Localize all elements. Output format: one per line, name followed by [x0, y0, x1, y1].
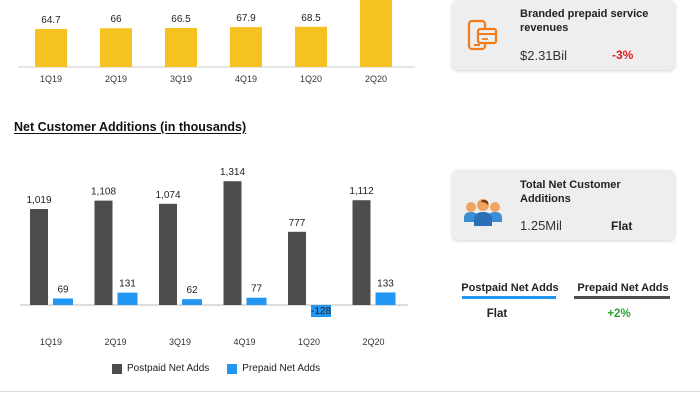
branded-card-title: Branded prepaid service revenues [520, 8, 649, 34]
postpaid-tab-underline [462, 296, 556, 299]
legend-item-postpaid: Postpaid Net Adds [112, 363, 209, 374]
legend-item-prepaid: Prepaid Net Adds [227, 363, 320, 374]
postpaid-bar-1q19 [30, 209, 48, 305]
postpaid-bar-4q19 [223, 181, 242, 305]
tick-label-4q19: 4Q19 [235, 74, 257, 84]
legend-label-postpaid: Postpaid Net Adds [127, 363, 210, 374]
prepaid-bar-1q19 [53, 298, 73, 305]
prepaid-label-3q19: 62 [186, 285, 198, 296]
top-revenue-bar-chart: 64.7 1Q19 66 2Q19 66.5 3Q19 67.9 4Q19 68.5 1Q20 2Q… [18, 0, 415, 84]
branded-card-change: -3% [612, 48, 634, 62]
total-net-card-title: Total Net Customer Additions [520, 179, 621, 205]
tick-label-3q19: 3Q19 [169, 337, 191, 347]
bar-label-1q20: 68.5 [301, 13, 321, 24]
tick-label-1q20: 1Q20 [300, 74, 322, 84]
postpaid-bar-2q20 [352, 200, 371, 305]
prepaid-bar-2q19 [117, 292, 138, 305]
bar-2q19 [100, 28, 132, 67]
postpaid-net-adds-tab[interactable]: Postpaid Net Adds [461, 282, 559, 294]
branded-card-value: $2.31Bil [520, 48, 567, 63]
postpaid-bar-3q19 [159, 203, 177, 305]
legend-label-prepaid: Prepaid Net Adds [242, 363, 321, 374]
prepaid-label-4q19: 77 [251, 284, 263, 295]
total-net-card-value: 1.25Mil [520, 218, 562, 233]
branded-revenue-card: Branded prepaid service revenues $2.31Bi… [452, 0, 675, 70]
total-net-additions-card: Total Net Customer Additions 1.25Mil Fla… [452, 170, 675, 240]
bar-1q20 [295, 26, 327, 68]
tick-label-4q19: 4Q19 [233, 337, 255, 347]
bar-1q19 [35, 29, 67, 67]
prepaid-bar-4q19 [246, 297, 267, 305]
bar-label-1q19: 64.7 [41, 15, 61, 26]
net-customer-additions-chart: 1,019 69 1Q19 1,108 131 2Q19 1,074 62 3Q19 1,314 7… [20, 167, 408, 347]
postpaid-change-value: Flat [486, 308, 508, 320]
prepaid-bar-1q20 [311, 305, 331, 318]
postpaid-label-2q19: 1,108 [91, 187, 116, 198]
prepaid-bar-2q20 [375, 292, 396, 305]
bar-4q19 [230, 27, 262, 67]
bar-label-4q19: 67.9 [236, 13, 256, 24]
postpaid-bar-1q20 [288, 231, 306, 305]
postpaid-label-1q20: 777 [289, 218, 306, 229]
bottom-divider [0, 391, 700, 392]
legend-swatch-prepaid [227, 363, 238, 374]
postpaid-label-3q19: 1,074 [155, 190, 180, 201]
tick-label-1q20: 1Q20 [298, 337, 320, 347]
total-net-card-change: Flat [611, 219, 633, 233]
bar-label-2q19: 66 [110, 14, 122, 25]
postpaid-bar-2q19 [94, 200, 113, 305]
people-group-icon [464, 199, 502, 226]
bar-3q19 [165, 27, 197, 68]
tick-label-2q20: 2Q20 [362, 337, 384, 347]
bar-label-3q19: 66.5 [171, 14, 191, 25]
bar-2q20 [360, 0, 392, 67]
prepaid-label-2q20: 133 [377, 278, 394, 289]
tick-label-2q19: 2Q19 [104, 337, 126, 347]
prepaid-change-value: +2% [607, 308, 631, 320]
tick-label-2q20: 2Q20 [365, 74, 387, 84]
prepaid-label-1q19: 69 [57, 284, 69, 295]
tick-label-3q19: 3Q19 [170, 74, 192, 84]
tick-label-1q19: 1Q19 [40, 74, 62, 84]
prepaid-label-2q19: 131 [119, 279, 136, 290]
chart-legend: Postpaid Net Adds Prepaid Net Adds [112, 363, 338, 374]
postpaid-label-1q19: 1,019 [26, 195, 51, 206]
postpaid-label-4q19: 1,314 [220, 167, 245, 178]
devices-icon [467, 19, 498, 51]
prepaid-tab-underline [574, 296, 670, 299]
postpaid-label-2q20: 1,112 [349, 186, 374, 197]
tick-label-1q19: 1Q19 [40, 337, 62, 347]
tick-label-2q19: 2Q19 [105, 74, 127, 84]
prepaid-label-1q20: -128 [311, 306, 331, 317]
prepaid-net-adds-tab[interactable]: Prepaid Net Adds [577, 282, 669, 294]
section-title: Net Customer Additions (in thousands) [14, 120, 247, 134]
legend-swatch-postpaid [112, 363, 122, 374]
prepaid-bar-3q19 [182, 299, 202, 305]
